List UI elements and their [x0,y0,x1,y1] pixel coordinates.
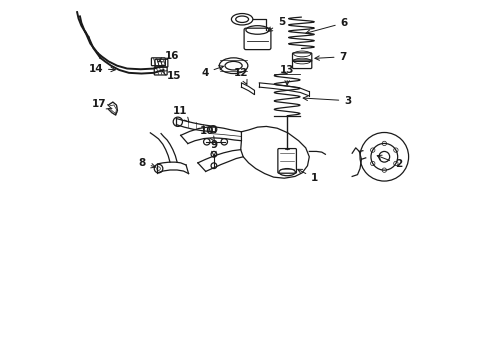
Text: 7: 7 [315,52,347,62]
Text: 14: 14 [88,64,116,73]
Text: 15: 15 [162,71,181,81]
Text: 1: 1 [298,169,319,183]
Text: 13: 13 [280,65,294,85]
Text: 11: 11 [173,107,189,122]
Polygon shape [109,102,118,115]
Text: 16: 16 [158,51,179,62]
Text: 4: 4 [201,66,223,78]
Text: 10: 10 [200,126,215,141]
Text: 9: 9 [210,140,218,156]
Text: 6: 6 [306,18,348,34]
Text: 3: 3 [303,96,351,106]
Text: 8: 8 [139,158,156,168]
Text: 5: 5 [268,17,285,31]
Text: 12: 12 [234,68,249,84]
Text: 17: 17 [92,99,112,109]
Text: 2: 2 [377,155,402,169]
